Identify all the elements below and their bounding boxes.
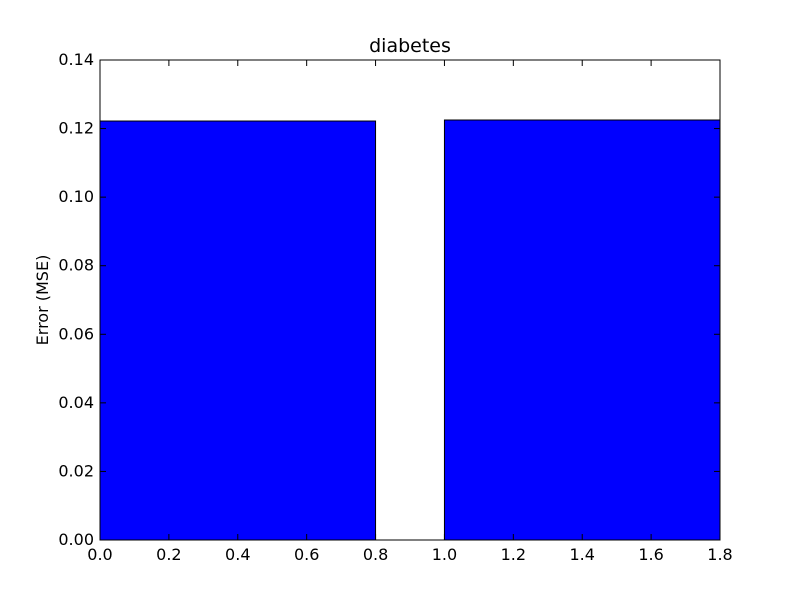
y-tick-label-7: 0.14 xyxy=(58,50,94,69)
x-tick-label-6: 1.2 xyxy=(501,545,526,564)
x-tick-label-7: 1.4 xyxy=(569,545,594,564)
x-tick-label-2: 0.4 xyxy=(225,545,250,564)
x-tick-label-5: 1.0 xyxy=(432,545,457,564)
y-tick-label-0: 0.00 xyxy=(58,530,94,549)
bar-2 xyxy=(443,119,721,541)
y-tick-label-6: 0.12 xyxy=(58,119,94,138)
plot-area-frame xyxy=(99,59,721,541)
bar-1 xyxy=(99,120,377,541)
chart-title: diabetes xyxy=(369,35,451,57)
axis-ticks-group: 0.0 0.2 0.4 0.6 0.8 1.0 1.2 1.4 1.6 1.8 0.00 0.02 0.… xyxy=(58,50,732,564)
x-tick-label-0: 0.0 xyxy=(87,545,112,564)
y-axis-label: Error (MSE) xyxy=(33,255,52,346)
x-tick-label-9: 1.8 xyxy=(707,545,732,564)
y-tick-label-2: 0.04 xyxy=(58,393,94,412)
x-tick-label-3: 0.6 xyxy=(294,545,319,564)
y-tick-label-1: 0.02 xyxy=(58,461,94,480)
y-tick-label-4: 0.08 xyxy=(58,256,94,275)
x-tick-label-1: 0.2 xyxy=(156,545,181,564)
x-tick-label-8: 1.6 xyxy=(638,545,663,564)
y-tick-label-3: 0.06 xyxy=(58,324,94,343)
y-tick-label-5: 0.10 xyxy=(58,187,94,206)
bars-group xyxy=(99,119,721,541)
x-tick-label-4: 0.8 xyxy=(363,545,388,564)
